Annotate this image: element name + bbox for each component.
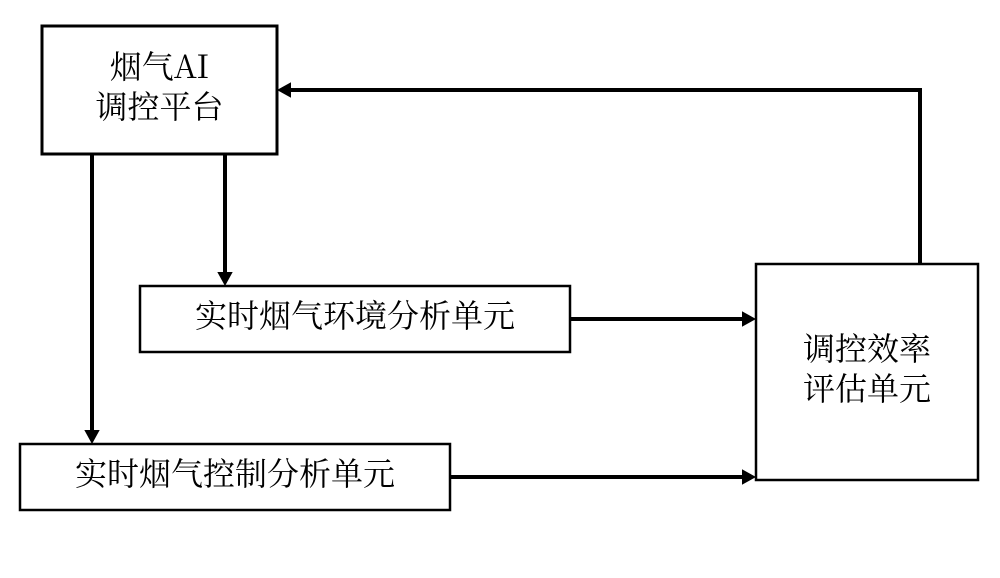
node-env_unit-label: 实时烟气环境分析单元 xyxy=(195,291,515,337)
node-ctrl_unit: 实时烟气控制分析单元 xyxy=(20,444,450,510)
node-eval_unit: 调控效率评估单元 xyxy=(756,264,978,480)
node-ctrl_unit-label: 实时烟气控制分析单元 xyxy=(75,449,395,495)
node-eval_unit-label: 评估单元 xyxy=(803,364,931,410)
node-ai_platform-label: 调控平台 xyxy=(95,82,223,128)
node-env_unit: 实时烟气环境分析单元 xyxy=(140,286,570,352)
flowchart: 烟气AI调控平台实时烟气环境分析单元实时烟气控制分析单元 调控效率评估单元 xyxy=(0,0,1000,578)
edge-4 xyxy=(290,90,920,264)
node-ai_platform: 烟气AI调控平台 xyxy=(42,26,277,154)
